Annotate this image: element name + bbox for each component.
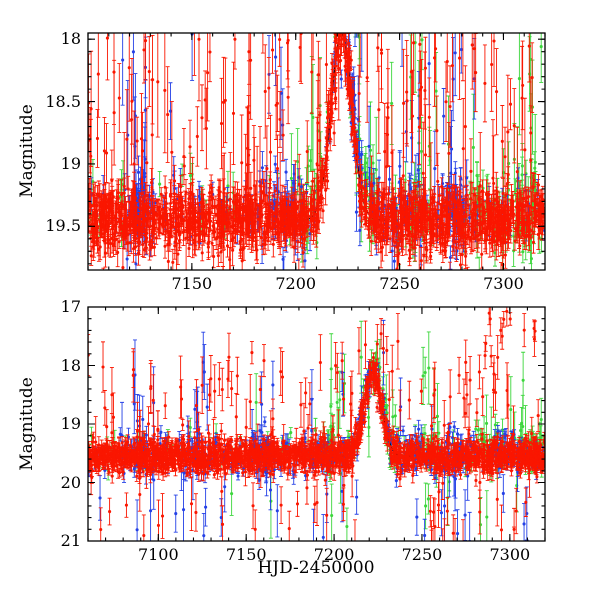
x-tick-label: 7250 xyxy=(401,545,443,564)
y-tick-label: 19 xyxy=(60,153,81,173)
x-tick-label: 7300 xyxy=(483,274,524,293)
y-tick-label: 18 xyxy=(60,355,81,375)
x-axis-label: HJD-2450000 xyxy=(257,558,375,578)
y-tick-label: 20 xyxy=(60,472,81,492)
x-tick-label: 7300 xyxy=(489,545,531,564)
x-tick-label: 7250 xyxy=(379,274,420,293)
x-tick-label: 7150 xyxy=(171,274,213,293)
bottom-panel-y-axis-label: Magnitude xyxy=(17,377,37,471)
y-tick-label: 18.5 xyxy=(45,91,81,111)
x-tick-label: 7150 xyxy=(225,545,267,564)
x-tick-label: 7200 xyxy=(275,274,317,293)
y-tick-label: 21 xyxy=(60,531,81,550)
x-tick-label: 7100 xyxy=(137,545,179,564)
y-tick-label: 19 xyxy=(60,414,81,433)
y-tick-label: 18 xyxy=(60,29,81,49)
y-tick-label: 19.5 xyxy=(45,216,81,236)
top-panel-y-axis-label: Magnitude xyxy=(17,104,37,198)
y-tick-label: 17 xyxy=(60,297,81,316)
x-tick-label: 7200 xyxy=(313,545,355,564)
